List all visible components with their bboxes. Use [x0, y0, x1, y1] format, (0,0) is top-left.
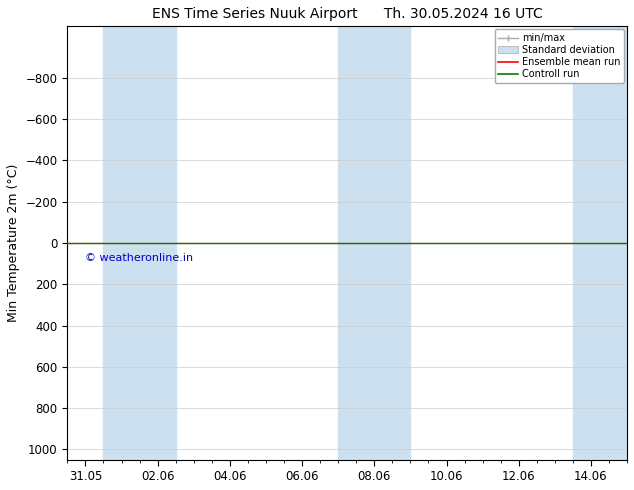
Bar: [338, 26, 410, 460]
Bar: [103, 26, 176, 460]
Title: ENS Time Series Nuuk Airport      Th. 30.05.2024 16 UTC: ENS Time Series Nuuk Airport Th. 30.05.2…: [152, 7, 543, 21]
Text: © weatheronline.in: © weatheronline.in: [86, 253, 193, 263]
Bar: [573, 26, 627, 460]
Y-axis label: Min Temperature 2m (°C): Min Temperature 2m (°C): [7, 164, 20, 322]
Legend: min/max, Standard deviation, Ensemble mean run, Controll run: min/max, Standard deviation, Ensemble me…: [495, 29, 624, 83]
